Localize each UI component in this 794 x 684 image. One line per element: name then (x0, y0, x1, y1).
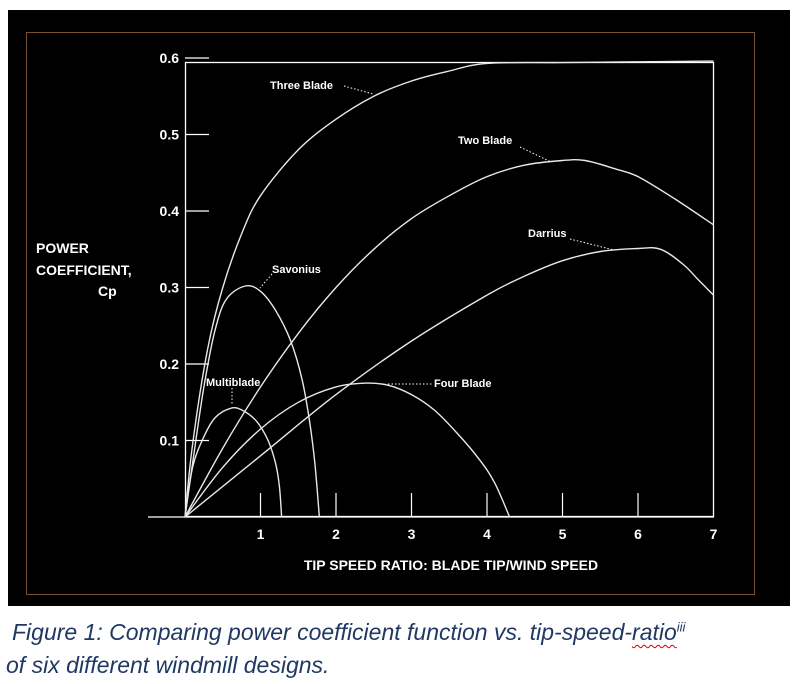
figure-caption: Figure 1: Comparing power coefficient fu… (6, 616, 790, 682)
curves (184, 60, 714, 518)
y-axis-label-line1: POWER (36, 240, 89, 256)
plot-area-frame (184, 61, 715, 518)
series-label-two-blade: Two Blade (458, 135, 512, 147)
y-tick-label: 0.5 (160, 127, 180, 143)
outer-frame (26, 32, 755, 595)
series-label-savonius: Savonius (272, 264, 321, 276)
series-line-multiblade (184, 407, 283, 518)
x-ticks: 1 2 3 4 5 6 7 (257, 493, 718, 542)
x-tick-label: 6 (634, 526, 642, 542)
y-axis-label-line3: Cp (98, 283, 117, 299)
series-line-four-blade (184, 382, 511, 518)
figure-panel: 0.1 0.2 0.3 0.4 0.5 0.6 1 2 3 4 5 6 7 Three Blade Tw… (8, 10, 790, 606)
callout-leader-savonius (259, 273, 273, 289)
x-tick-label: 1 (257, 526, 265, 542)
x-tick-label: 7 (710, 526, 718, 542)
callout-leader-three-blade (343, 85, 374, 95)
x-tick-label: 4 (483, 526, 491, 542)
series-label-multiblade: Multiblade (206, 377, 260, 389)
caption-underlined-word: ratio (632, 619, 677, 645)
series-label-four-blade: Four Blade (434, 378, 491, 390)
x-axis-label: TIP SPEED RATIO: BLADE TIP/WIND SPEED (304, 557, 598, 573)
x-tick-label: 5 (559, 526, 567, 542)
series-line-three-blade (184, 60, 714, 518)
y-ticks: 0.1 0.2 0.3 0.4 0.5 0.6 (160, 50, 209, 449)
caption-footnote-marker: iii (676, 619, 686, 635)
callout-leader-two-blade (519, 146, 552, 163)
y-tick-label: 0.6 (160, 50, 180, 66)
y-tick-label: 0.1 (160, 433, 180, 449)
caption-line-2: of six different windmill designs. (6, 652, 330, 678)
series-line-two-blade (184, 158, 714, 518)
series-label-darrius: Darrius (528, 228, 567, 240)
callout-leader-darrius (569, 238, 615, 251)
x-tick-label: 2 (332, 526, 340, 542)
callouts: Three Blade Two Blade Darrius Savonius Multi… (206, 80, 615, 404)
series-line-darrius (184, 247, 714, 518)
y-axis-label-line2: COEFFICIENT, (36, 262, 132, 278)
y-axis-label: POWER COEFFICIENT, Cp (36, 240, 132, 299)
series-label-three-blade: Three Blade (270, 80, 333, 92)
caption-line-1: Figure 1: Comparing power coefficient fu… (6, 616, 790, 649)
y-tick-label: 0.3 (160, 280, 180, 296)
y-tick-label: 0.2 (160, 356, 180, 372)
caption-prefix: Figure 1: Comparing power coefficient fu… (12, 619, 633, 645)
x-tick-label: 3 (408, 526, 416, 542)
power-coefficient-chart: 0.1 0.2 0.3 0.4 0.5 0.6 1 2 3 4 5 6 7 Three Blade Tw… (26, 32, 755, 595)
y-tick-label: 0.4 (160, 203, 180, 219)
series-line-savonius (184, 284, 321, 518)
